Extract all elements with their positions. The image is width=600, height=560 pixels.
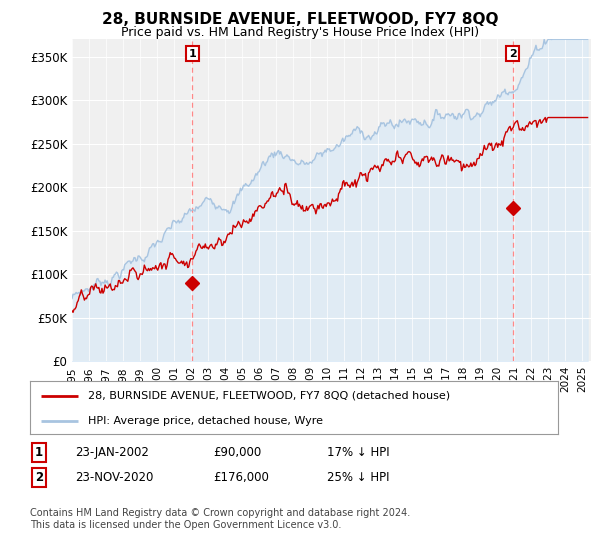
Text: 23-JAN-2002: 23-JAN-2002	[75, 446, 149, 459]
Text: 17% ↓ HPI: 17% ↓ HPI	[327, 446, 389, 459]
Text: 28, BURNSIDE AVENUE, FLEETWOOD, FY7 8QQ: 28, BURNSIDE AVENUE, FLEETWOOD, FY7 8QQ	[102, 12, 498, 27]
Text: 2: 2	[35, 470, 43, 484]
Text: 23-NOV-2020: 23-NOV-2020	[75, 470, 154, 484]
Text: Contains HM Land Registry data © Crown copyright and database right 2024.
This d: Contains HM Land Registry data © Crown c…	[30, 508, 410, 530]
Text: £176,000: £176,000	[213, 470, 269, 484]
Text: Price paid vs. HM Land Registry's House Price Index (HPI): Price paid vs. HM Land Registry's House …	[121, 26, 479, 39]
Text: £90,000: £90,000	[213, 446, 261, 459]
Text: 2: 2	[509, 49, 517, 59]
Text: 1: 1	[35, 446, 43, 459]
Text: HPI: Average price, detached house, Wyre: HPI: Average price, detached house, Wyre	[88, 416, 323, 426]
Text: 25% ↓ HPI: 25% ↓ HPI	[327, 470, 389, 484]
Text: 1: 1	[188, 49, 196, 59]
Text: 28, BURNSIDE AVENUE, FLEETWOOD, FY7 8QQ (detached house): 28, BURNSIDE AVENUE, FLEETWOOD, FY7 8QQ …	[88, 391, 450, 401]
